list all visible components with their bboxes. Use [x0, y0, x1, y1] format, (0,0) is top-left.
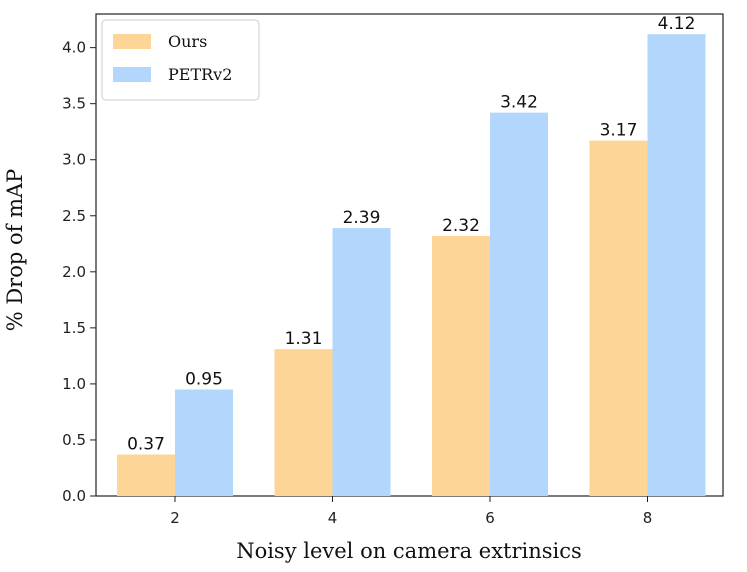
y-tick-label: 1.5 — [62, 319, 86, 337]
bar-ours-8 — [589, 140, 648, 497]
plot-frame — [95, 13, 724, 497]
x-tick-label: 8 — [643, 509, 653, 527]
bar-ours-2 — [117, 454, 175, 496]
data-label-petrv2-8: 4.12 — [658, 14, 696, 34]
data-label-petrv2-4: 2.39 — [343, 208, 381, 228]
x-tick-label: 6 — [485, 509, 495, 527]
plot-area — [95, 13, 724, 497]
y-axis-title: % Drop of mAP — [3, 169, 27, 332]
bar-ours-6 — [432, 235, 490, 496]
y-tick-label: 2.0 — [62, 263, 86, 281]
bar-petrv2-4 — [332, 228, 391, 497]
legend-label-ours: Ours — [168, 32, 207, 51]
x-tick-label: 4 — [328, 509, 338, 527]
bar-ours-4 — [274, 349, 333, 496]
data-label-ours-4: 1.31 — [285, 329, 323, 349]
data-label-ours-2: 0.37 — [127, 435, 165, 455]
bar-petrv2-6 — [490, 112, 548, 497]
y-axis: 0.0 0.5 1.0 1.5 2.0 2.5 3.0 3.5 4.0 — [62, 39, 96, 505]
data-label-petrv2-2: 0.95 — [185, 370, 223, 390]
legend-swatch-petrv2 — [113, 67, 151, 82]
x-axis: 2 4 6 8 — [170, 496, 652, 527]
y-tick-label: 3.0 — [62, 151, 86, 169]
y-tick-label: 4.0 — [62, 39, 86, 57]
x-axis-title: Noisy level on camera extrinsics — [236, 539, 582, 563]
data-label-petrv2-6: 3.42 — [500, 93, 538, 113]
legend: Ours PETRv2 — [101, 19, 260, 101]
data-label-ours-8: 3.17 — [600, 121, 638, 141]
y-tick-label: 1.0 — [62, 375, 86, 393]
x-tick-label: 2 — [170, 509, 180, 527]
y-tick-label: 0.0 — [62, 487, 86, 505]
data-labels: 0.37 1.31 2.32 3.17 0.95 2.39 3.42 4.12 — [127, 14, 695, 454]
y-tick-label: 3.5 — [62, 95, 86, 113]
legend-label-petrv2: PETRv2 — [168, 65, 232, 84]
bar-petrv2-8 — [647, 34, 706, 496]
y-tick-label: 2.5 — [62, 207, 86, 225]
bar-petrv2-2 — [175, 389, 233, 496]
bars — [117, 34, 706, 497]
data-label-ours-6: 2.32 — [442, 216, 480, 236]
legend-swatch-ours — [113, 34, 151, 49]
y-tick-label: 0.5 — [62, 431, 86, 449]
